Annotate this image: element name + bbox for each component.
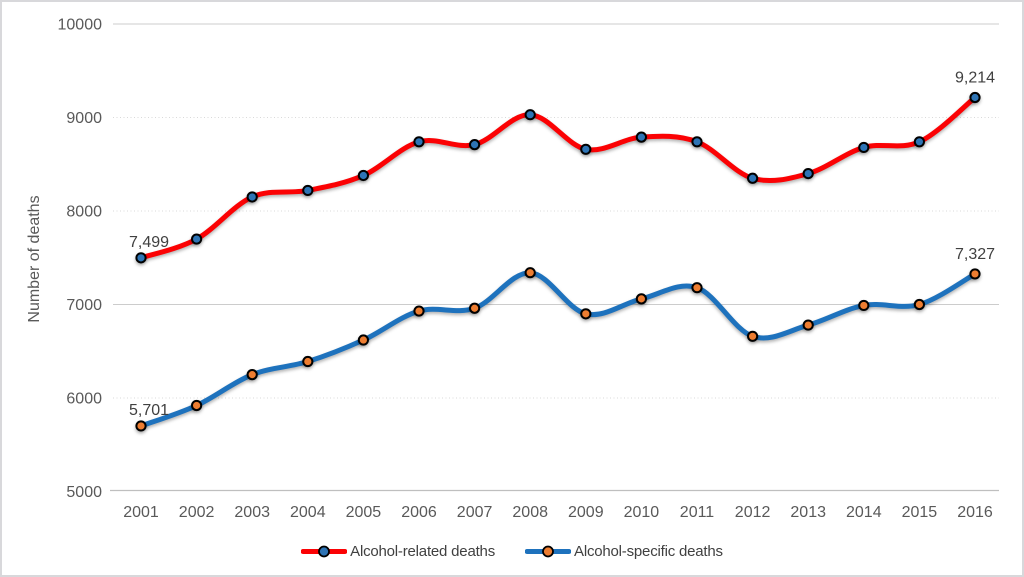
x-tick-2010: 2010	[624, 504, 660, 521]
marker-alcohol-related-deaths-2005	[357, 169, 369, 182]
marker-alcohol-related-deaths-2012	[747, 172, 759, 184]
marker-alcohol-specific-deaths-2007	[469, 302, 481, 314]
marker-alcohol-related-deaths-2015	[913, 136, 926, 148]
marker-alcohol-specific-deaths-2016	[969, 268, 981, 280]
y-axis-title: Number of deaths	[26, 195, 43, 323]
x-tick-2008: 2008	[512, 504, 548, 521]
marker-alcohol-specific-deaths-2006	[413, 305, 425, 317]
marker-alcohol-specific-deaths-2012	[747, 330, 759, 342]
marker-alcohol-specific-deaths-2003	[246, 369, 258, 381]
marker-alcohol-related-deaths-2003	[246, 191, 258, 203]
marker-alcohol-specific-deaths-2010	[635, 293, 648, 305]
y-tick-8000: 8000	[66, 204, 102, 221]
series-line-alcohol-specific-deaths	[138, 270, 978, 429]
legend-item-alcohol-specific: Alcohol-specific deaths	[525, 543, 723, 560]
x-tick-2016: 2016	[957, 504, 993, 521]
marker-alcohol-specific-deaths-2002	[191, 399, 203, 412]
marker-alcohol-related-deaths-2010	[635, 131, 648, 143]
marker-alcohol-related-deaths-2011	[691, 136, 703, 148]
data-label-2016-7327: 7,327	[955, 246, 995, 263]
x-tick-2009: 2009	[568, 504, 604, 521]
legend-swatch-related-line-icon	[301, 545, 348, 558]
marker-alcohol-specific-deaths-2004	[302, 355, 314, 368]
y-tick-10000: 10000	[58, 17, 103, 34]
x-tick-2005: 2005	[346, 504, 382, 521]
x-tick-2002: 2002	[179, 504, 215, 521]
marker-alcohol-related-deaths-2013	[802, 168, 814, 180]
marker-alcohol-related-deaths-2006	[413, 136, 425, 148]
x-tick-2004: 2004	[290, 504, 326, 521]
marker-alcohol-specific-deaths-2011	[691, 282, 703, 294]
legend: Alcohol-related deaths Alcohol-specific …	[2, 543, 1022, 560]
marker-alcohol-specific-deaths-2009	[580, 308, 592, 320]
x-tick-2013: 2013	[790, 504, 826, 521]
y-tick-6000: 6000	[66, 391, 102, 408]
marker-alcohol-specific-deaths-2013	[802, 319, 814, 331]
legend-label-alcohol-specific: Alcohol-specific deaths	[574, 543, 723, 560]
marker-alcohol-related-deaths-2016	[969, 91, 981, 104]
x-tick-2001: 2001	[123, 504, 159, 521]
marker-alcohol-specific-deaths-2014	[858, 299, 870, 312]
y-tick-7000: 7000	[66, 297, 102, 314]
x-tick-2014: 2014	[846, 504, 882, 521]
x-tick-2011: 2011	[680, 504, 715, 521]
x-tick-2007: 2007	[457, 504, 493, 521]
data-label-2016-9214: 9,214	[955, 69, 995, 86]
legend-label-alcohol-related: Alcohol-related deaths	[350, 543, 496, 560]
marker-alcohol-specific-deaths-2008	[524, 267, 536, 279]
marker-alcohol-related-deaths-2009	[580, 143, 592, 155]
series-line-alcohol-related-deaths	[138, 94, 978, 261]
y-tick-5000: 5000	[66, 484, 102, 501]
legend-swatch-specific-line-icon	[525, 545, 572, 558]
x-tick-2012: 2012	[735, 504, 771, 521]
marker-alcohol-related-deaths-2001	[135, 252, 147, 264]
data-label-2001-7499: 7,499	[129, 234, 169, 251]
marker-alcohol-related-deaths-2002	[191, 233, 203, 245]
y-tick-9000: 9000	[66, 110, 102, 127]
marker-alcohol-specific-deaths-2005	[357, 334, 369, 346]
marker-alcohol-specific-deaths-2001	[135, 420, 147, 432]
legend-item-alcohol-related: Alcohol-related deaths	[301, 543, 495, 560]
marker-alcohol-related-deaths-2004	[302, 184, 314, 197]
data-label-2001-5701: 5,701	[129, 402, 169, 419]
marker-alcohol-related-deaths-2014	[858, 141, 870, 154]
x-tick-2015: 2015	[902, 504, 938, 521]
marker-alcohol-related-deaths-2007	[469, 139, 481, 151]
marker-alcohol-related-deaths-2008	[524, 109, 536, 121]
x-tick-2006: 2006	[401, 504, 437, 521]
x-tick-2003: 2003	[234, 504, 270, 521]
marker-alcohol-specific-deaths-2015	[913, 298, 926, 311]
